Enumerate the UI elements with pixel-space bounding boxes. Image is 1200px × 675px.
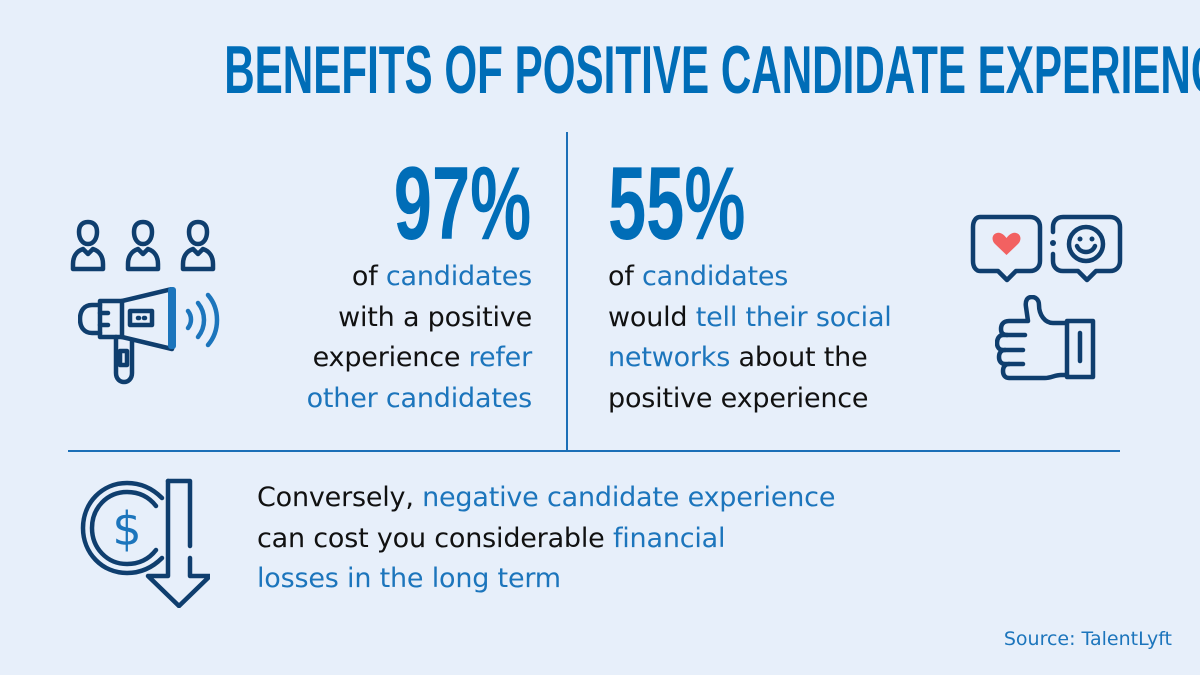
- people-group-icon: [70, 219, 216, 272]
- stat-description-referrals: of candidates with a positive experience…: [306, 257, 533, 419]
- horizontal-divider: [68, 450, 1120, 452]
- megaphone-icon: [78, 287, 220, 385]
- bottom-statement: Conversely, negative candidate experienc…: [257, 478, 835, 600]
- money-loss-down-arrow-icon: $: [80, 478, 210, 608]
- svg-text:$: $: [112, 502, 141, 556]
- text-line: of candidates: [608, 261, 789, 292]
- text-line: can cost you considerable financial: [257, 522, 726, 554]
- text-line: other candidates: [306, 382, 533, 414]
- heart-chat-bubble-icon: [970, 214, 1043, 283]
- text-line: positive experience: [608, 382, 869, 414]
- text-line: would tell their social: [608, 301, 892, 333]
- smiley-chat-bubble-icon: [1050, 214, 1123, 283]
- text-line: losses in the long term: [257, 563, 561, 594]
- text-line: with a positive: [338, 301, 532, 333]
- text-line: Conversely, negative candidate experienc…: [257, 482, 836, 513]
- text-line: networks about the: [608, 342, 868, 373]
- stat-value-55: 55%: [608, 146, 746, 262]
- stat-value-97: 97%: [393, 146, 531, 262]
- stat-description-social: of candidates would tell their social ne…: [608, 257, 892, 419]
- text-line: experience refer: [312, 342, 533, 373]
- text-line: of candidates: [351, 261, 532, 292]
- vertical-divider: [566, 132, 568, 451]
- thumbs-up-icon: [995, 295, 1096, 381]
- source-credit: Source: TalentLyft: [1003, 628, 1172, 650]
- page-title: BENEFITS OF POSITIVE CANDIDATE EXPERIENC…: [224, 32, 1200, 108]
